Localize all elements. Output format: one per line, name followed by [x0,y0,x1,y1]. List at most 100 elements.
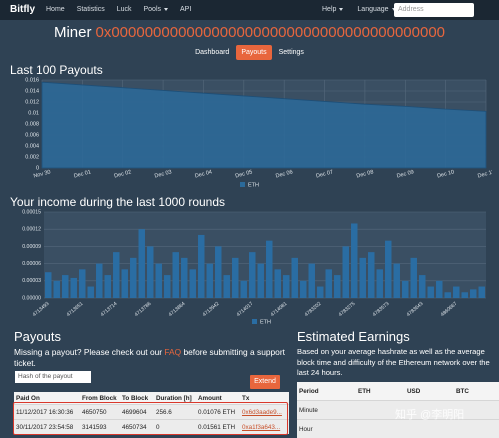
bar [359,257,366,298]
payouts-heading: Payouts [14,329,61,344]
earnings-text: Based on your average hashrate as well a… [297,347,490,377]
table-cell [356,400,405,420]
bar [206,263,213,298]
faq-link[interactable]: FAQ [164,347,182,357]
bar [113,252,120,298]
nav-link[interactable]: API [180,6,192,13]
table-cell: Hour [297,419,356,438]
table-cell: 3141593 [80,419,120,434]
bar [232,257,239,298]
column-header: BTC [454,382,499,401]
payouts-message: Missing a payout? Please check out our F… [14,347,294,369]
bar [291,257,298,298]
column-header: Period [297,382,356,401]
tab[interactable]: Settings [278,49,304,56]
y-tick-label: 0.00000 [22,295,41,301]
legend-swatch [252,319,257,324]
legend-swatch [240,182,245,187]
nav-link[interactable]: Language [357,6,395,13]
tab[interactable]: Dashboard [195,49,230,56]
y-tick-label: 0.014 [25,88,39,94]
tx-link[interactable]: 0xa1f3a643... [242,423,281,431]
bar [436,280,443,298]
nav-link[interactable]: Home [46,6,65,13]
bar [410,257,417,298]
bar [79,269,86,298]
tab[interactable]: Payouts [236,45,272,60]
table-cell: 11/12/2017 16:30:36 [14,404,80,420]
x-tick-label: Dec 03 [154,169,172,179]
message-text: Missing a payout? Please check out our [14,347,163,357]
table-cell: 0.01076 ETH [196,404,240,420]
y-tick-label: 0.006 [25,132,39,138]
bar [155,263,162,298]
table-cell [454,400,499,420]
column-header: ETH [356,382,405,401]
nav-link[interactable]: Pools [144,6,169,13]
table-cell: 4650734 [120,419,154,434]
nav-links: Home Statistics Luck Pools API [46,6,191,13]
y-tick-label: 0.00012 [22,227,41,233]
legend-label: ETH [248,182,259,188]
tabs: Dashboard Payouts Settings [0,45,499,60]
x-tick-label: Dec 07 [315,169,333,179]
miner-address: 0x00000000000000000000000000000000000000… [95,24,446,41]
nav-right: Help Language [322,6,396,13]
y-tick-label: 0.01 [28,110,39,116]
legend-label: ETH [260,319,271,325]
x-tick-label: Dec 11 [477,169,492,179]
x-tick-label: Dec 05 [235,169,253,179]
earnings-heading: Estimated Earnings [297,329,410,344]
y-tick-label: 0.00009 [22,244,41,250]
hash-input[interactable]: Hash of the payout [15,371,91,383]
bar [147,246,154,298]
nav-link[interactable]: Statistics [76,6,105,13]
bar [317,286,324,298]
bar [198,234,205,298]
bar [104,275,111,298]
bar [368,252,375,298]
brand[interactable]: Bitfly [10,4,35,15]
payouts-chart: 0 0.002 0.004 0.006 0.008 0.01 0.012 0.014 0.016… [25,77,492,188]
bar [266,240,273,298]
bar [385,240,392,298]
y-tick-label: 0.008 [25,121,39,127]
bar [96,263,103,298]
nav-link[interactable]: Luck [116,6,132,13]
x-tick-label: 4713493 [32,301,51,318]
bar [70,277,77,298]
bar [240,280,247,298]
table-cell: 0.01561 ETH [196,419,240,434]
column-header: To Block [120,392,154,405]
x-tick-label: Dec 10 [437,169,455,179]
table-row: Minute [297,400,499,420]
bar [164,275,171,298]
bar [419,275,426,298]
table-row: 30/11/2017 23:54:58 3141593 4650734 0 0.0156… [14,419,289,434]
bar [62,275,69,298]
x-tick-label: 4860667 [440,301,459,318]
x-tick-label: Dec 06 [275,169,293,179]
tx-link[interactable]: 0x6d3aade9... [242,408,282,416]
table-cell: 30/11/2017 23:54:58 [14,419,80,434]
table-header-row: Period ETH USD BTC [297,382,499,401]
bar [334,275,341,298]
y-tick-label: 0.004 [25,143,39,149]
bar [283,275,290,298]
x-tick-label: Dec 01 [73,169,91,179]
nav-link[interactable]: Help [322,6,343,13]
table-cell: 4699604 [120,404,154,420]
x-tick-label: 4783643 [406,301,425,318]
bar [461,292,468,298]
column-header: USD [405,382,454,401]
table-row: 11/12/2017 16:30:36 4650750 4699604 256.6 0.… [14,404,289,420]
chart-title: Last 100 Payouts [10,63,103,77]
x-tick-label: Dec 02 [114,169,132,179]
extend-button[interactable]: Extend [250,375,280,389]
message-text: before submitting a support ticket. [14,347,285,368]
search-input[interactable]: Address [394,3,474,17]
table-row: Hour [297,419,499,438]
y-tick-label: 0 [36,165,39,171]
bar [53,280,60,298]
